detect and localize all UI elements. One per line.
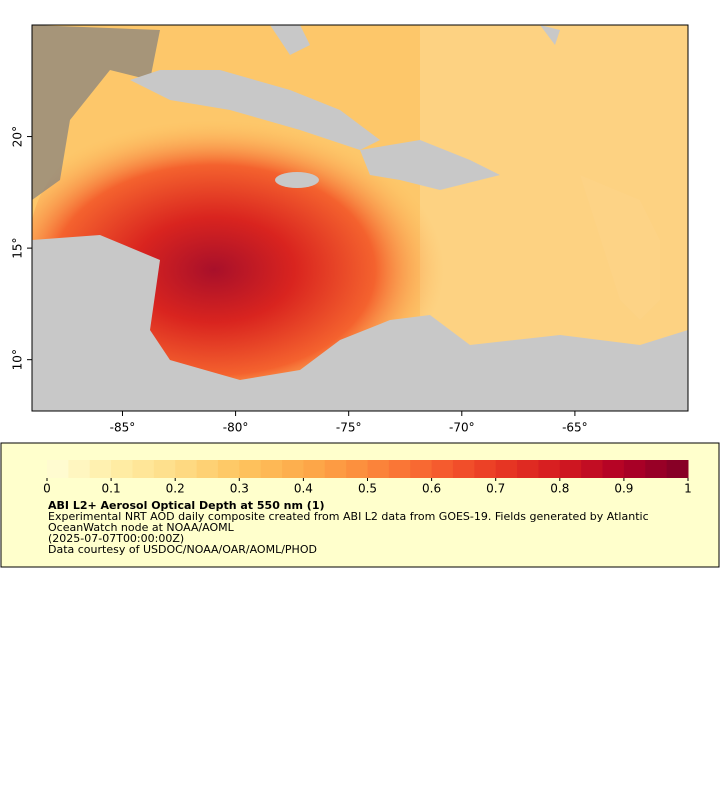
colorbar-step: [68, 460, 91, 478]
colorbar-tick-label: 0.8: [550, 482, 569, 496]
colorbar-step: [89, 460, 112, 478]
colorbar-step: [623, 460, 646, 478]
colorbar-tick-label: 0.2: [166, 482, 185, 496]
colorbar-step: [282, 460, 304, 478]
colorbar-step: [388, 460, 411, 478]
colorbar-tick-label: 0.6: [422, 482, 441, 496]
colorbar: 0 0.1 0.2 0.3 0.4 0.5 0.6 0.7 0.8 0.9 1: [43, 460, 692, 496]
colorbar-step: [517, 460, 539, 478]
map-image: [32, 25, 688, 411]
legend-date: (2025-07-07T00:00:00Z): [48, 532, 185, 545]
y-tick-label: 10°: [11, 349, 25, 370]
legend-credit: Data courtesy of USDOC/NOAA/OAR/AOML/PHO…: [48, 543, 317, 556]
colorbar-step: [452, 460, 475, 478]
colorbar-tick-label: 0: [43, 482, 51, 496]
colorbar-tick-label: 0.5: [358, 482, 377, 496]
x-tick-label: -80°: [223, 421, 249, 435]
legend-title: ABI L2+ Aerosol Optical Depth at 550 nm …: [48, 499, 325, 512]
colorbar-tick-label: 0.9: [614, 482, 633, 496]
colorbar-step: [324, 460, 347, 478]
colorbar-tick-label: 0.1: [102, 482, 121, 496]
colorbar-step: [132, 460, 155, 478]
colorbar-step: [410, 460, 433, 478]
colorbar-step: [495, 460, 518, 478]
x-tick-label: -70°: [449, 421, 475, 435]
colorbar-tick-label: 1: [684, 482, 692, 496]
legend-description: Experimental NRT AOD daily composite cre…: [48, 510, 649, 534]
y-tick-label: 15°: [11, 237, 25, 258]
colorbar-tick-label: 0.3: [230, 482, 249, 496]
colorbar-step: [581, 460, 604, 478]
x-tick-label: -65°: [562, 421, 588, 435]
colorbar-step: [303, 460, 326, 478]
x-tick-label: -85°: [110, 421, 136, 435]
colorbar-step: [239, 460, 262, 478]
colorbar-step: [47, 460, 69, 478]
colorbar-step: [346, 460, 368, 478]
map-frame: [31, 24, 689, 412]
colorbar-step: [175, 460, 198, 478]
legend-text: ABI L2+ Aerosol Optical Depth at 550 nm …: [48, 500, 688, 555]
colorbar-step: [602, 460, 625, 478]
colorbar-step: [153, 460, 176, 478]
colorbar-step: [111, 460, 133, 478]
colorbar-step: [196, 460, 219, 478]
colorbar-step: [217, 460, 240, 478]
colorbar-step: [367, 460, 390, 478]
colorbar-step: [645, 460, 668, 478]
colorbar-step: [260, 460, 283, 478]
colorbar-step: [666, 460, 689, 478]
y-tick-label: 20°: [11, 126, 25, 147]
colorbar-step: [559, 460, 582, 478]
colorbar-tick-label: 0.4: [294, 482, 313, 496]
colorbar-step: [474, 460, 497, 478]
colorbar-step: [538, 460, 561, 478]
x-tick-label: -75°: [336, 421, 362, 435]
colorbar-tick-label: 0.7: [486, 482, 505, 496]
colorbar-step: [431, 460, 454, 478]
